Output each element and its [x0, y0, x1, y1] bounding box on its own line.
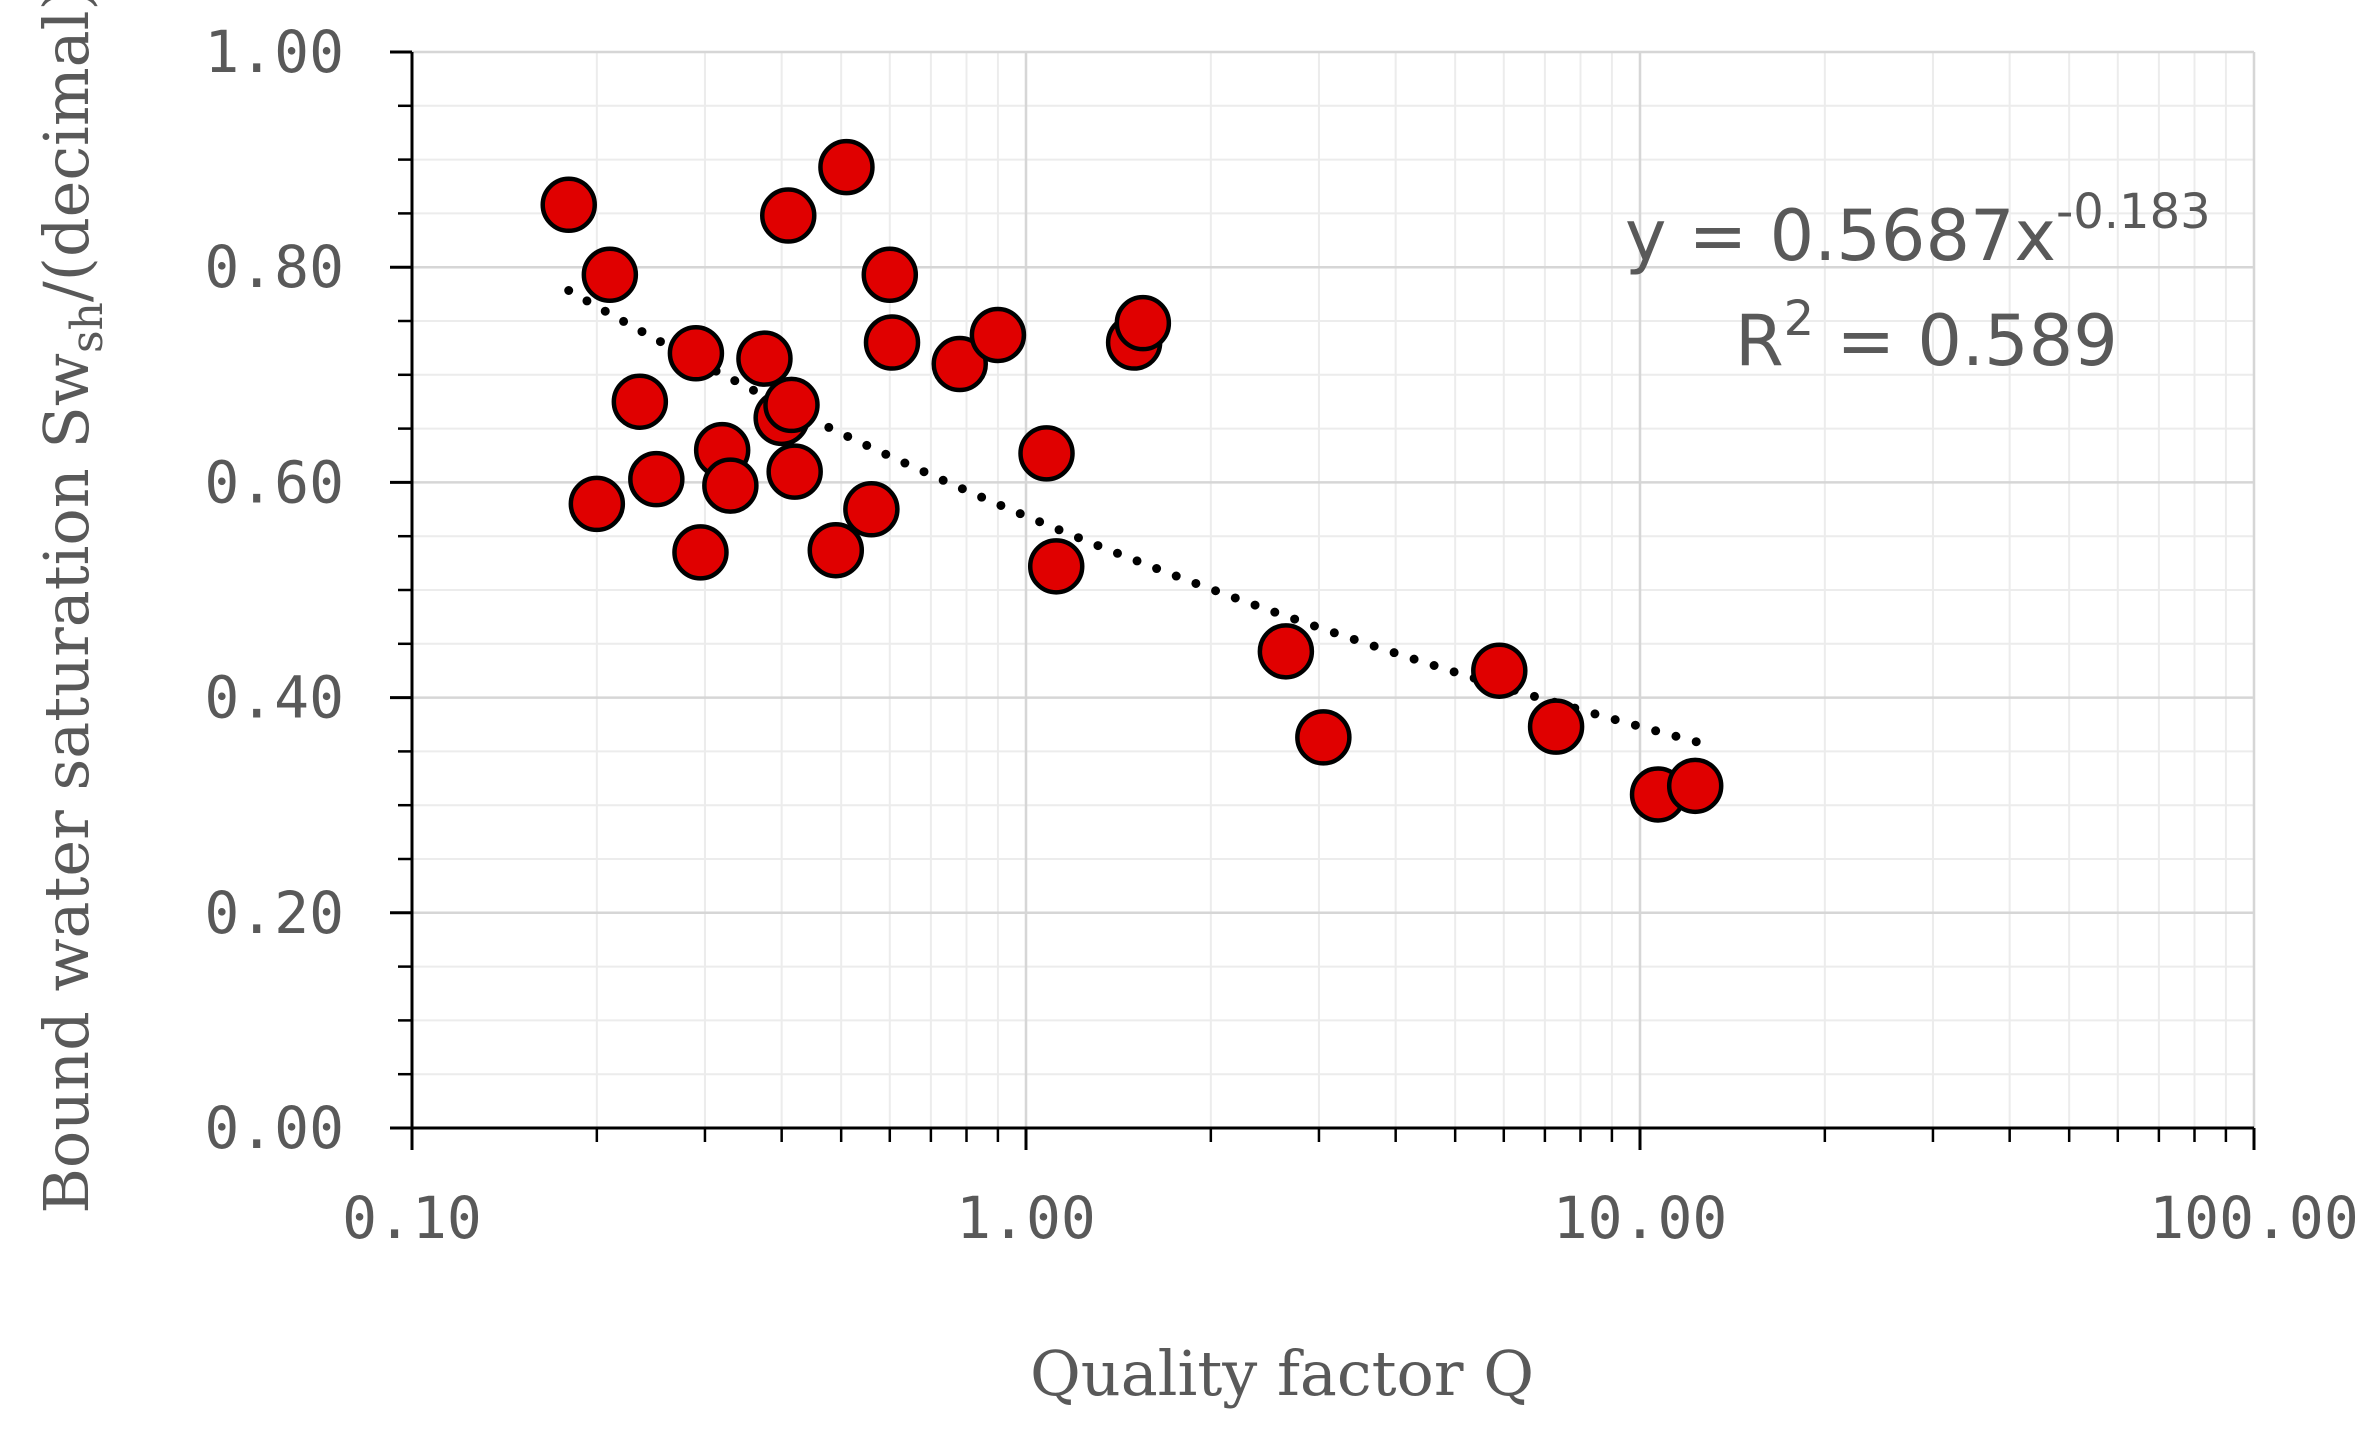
data-point	[818, 138, 875, 196]
grid	[410, 50, 2256, 1130]
data-point	[667, 325, 725, 382]
x-tick-label: 0.10	[342, 1184, 482, 1252]
data-point	[759, 187, 817, 244]
data-points	[540, 138, 1724, 823]
data-point	[843, 481, 900, 538]
trend-r-squared: R2 = 0.589	[1735, 291, 2118, 382]
r-squared-exponent: 2	[1784, 291, 1815, 347]
x-tick-label: 100.00	[2149, 1184, 2359, 1252]
x-tick-label: 10.00	[1553, 1184, 1728, 1252]
data-point	[672, 524, 729, 581]
data-point	[568, 475, 626, 533]
data-point	[863, 314, 921, 371]
y-tick-label: 0.40	[204, 664, 344, 732]
data-point	[763, 376, 820, 434]
data-point	[969, 306, 1027, 364]
data-point	[1114, 294, 1172, 352]
data-point	[1295, 709, 1352, 766]
data-point	[931, 335, 988, 393]
y-axis-title-tail: /(decimal)	[30, 0, 103, 302]
trend-equation-exponent: -0.183	[2056, 184, 2211, 240]
data-point	[1666, 757, 1724, 815]
data-point	[611, 373, 669, 430]
y-tick-label: 0.60	[204, 448, 344, 516]
y-tick-label: 0.80	[204, 233, 344, 301]
data-point	[1027, 538, 1085, 595]
data-point	[540, 176, 597, 234]
tick-labels: 0.10 1.00 10.00 100.00 0.00 0.20 0.40 0.60 0.80 1…	[204, 18, 2358, 1252]
data-point	[736, 330, 793, 387]
data-point	[581, 246, 639, 303]
data-point	[1527, 698, 1585, 755]
trend-equation-main: y = 0.5687x	[1625, 195, 2056, 277]
x-axis-title: Quality factor Q	[1030, 1337, 1534, 1410]
r-squared-value: = 0.589	[1814, 300, 2118, 382]
x-tick-label: 1.00	[956, 1184, 1096, 1252]
data-point	[861, 246, 919, 303]
data-point	[1471, 642, 1528, 699]
y-tick-label: 0.20	[204, 879, 344, 947]
axes	[390, 50, 2256, 1150]
y-tick-label: 1.00	[204, 18, 344, 86]
y-axis-title-main: Bound water saturation Sw	[30, 353, 103, 1214]
data-point	[1257, 623, 1315, 680]
y-axis-title-subscript: sh	[62, 302, 113, 353]
data-point	[1018, 425, 1075, 482]
data-point	[766, 443, 823, 500]
data-point	[628, 450, 685, 508]
r-squared-r: R	[1735, 300, 1784, 382]
y-axis-title: Bound water saturation Swsh/(decimal)	[30, 0, 113, 1214]
data-point	[702, 457, 759, 514]
y-tick-label: 0.00	[204, 1094, 344, 1162]
trend-equation: y = 0.5687x-0.183	[1625, 184, 2211, 277]
data-point	[807, 521, 865, 579]
